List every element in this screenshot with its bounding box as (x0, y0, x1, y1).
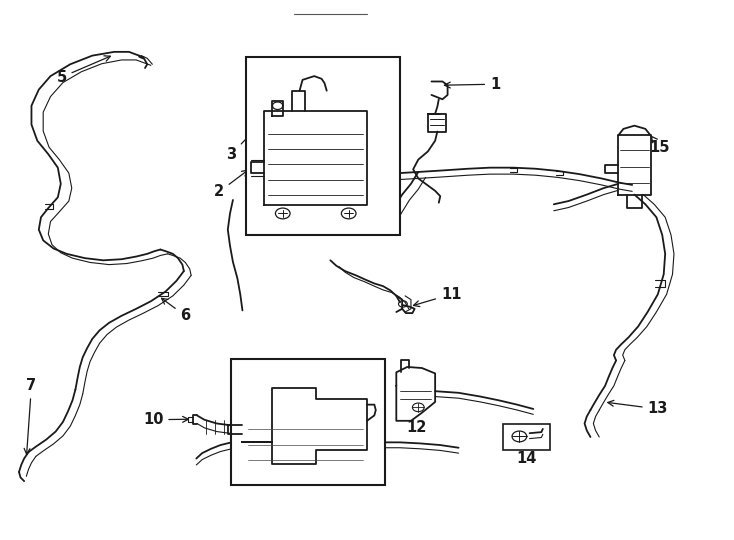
Text: 10: 10 (143, 412, 189, 427)
Text: 5: 5 (57, 56, 110, 85)
Bar (503, 423, 550, 450)
Text: 3: 3 (226, 109, 275, 161)
Bar (246, 57, 400, 235)
Text: 14: 14 (516, 451, 537, 466)
Text: 15: 15 (650, 137, 670, 154)
Text: 6: 6 (161, 298, 190, 323)
Text: 13: 13 (608, 400, 668, 416)
Text: 1: 1 (444, 77, 501, 92)
Text: 7: 7 (24, 379, 37, 454)
Text: 8: 8 (303, 468, 313, 483)
Text: 4: 4 (306, 64, 322, 79)
Bar (231, 359, 385, 485)
Text: 2: 2 (214, 170, 248, 199)
Text: 11: 11 (413, 287, 462, 307)
Text: 9: 9 (369, 427, 379, 442)
Text: 12: 12 (406, 420, 426, 435)
